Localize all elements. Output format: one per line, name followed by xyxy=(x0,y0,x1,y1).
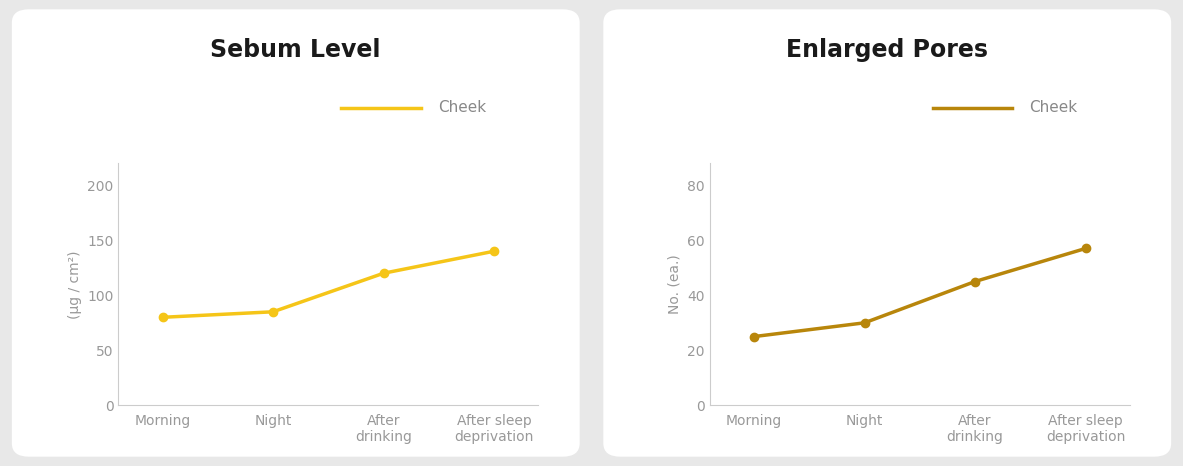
Text: Enlarged Pores: Enlarged Pores xyxy=(787,38,988,62)
Text: Cheek: Cheek xyxy=(1029,100,1078,115)
FancyBboxPatch shape xyxy=(12,9,580,457)
Text: Sebum Level: Sebum Level xyxy=(211,38,381,62)
FancyBboxPatch shape xyxy=(603,9,1171,457)
Text: Cheek: Cheek xyxy=(438,100,486,115)
Y-axis label: No. (ea.): No. (ea.) xyxy=(667,254,681,314)
Y-axis label: (μg / cm²): (μg / cm²) xyxy=(67,250,82,318)
